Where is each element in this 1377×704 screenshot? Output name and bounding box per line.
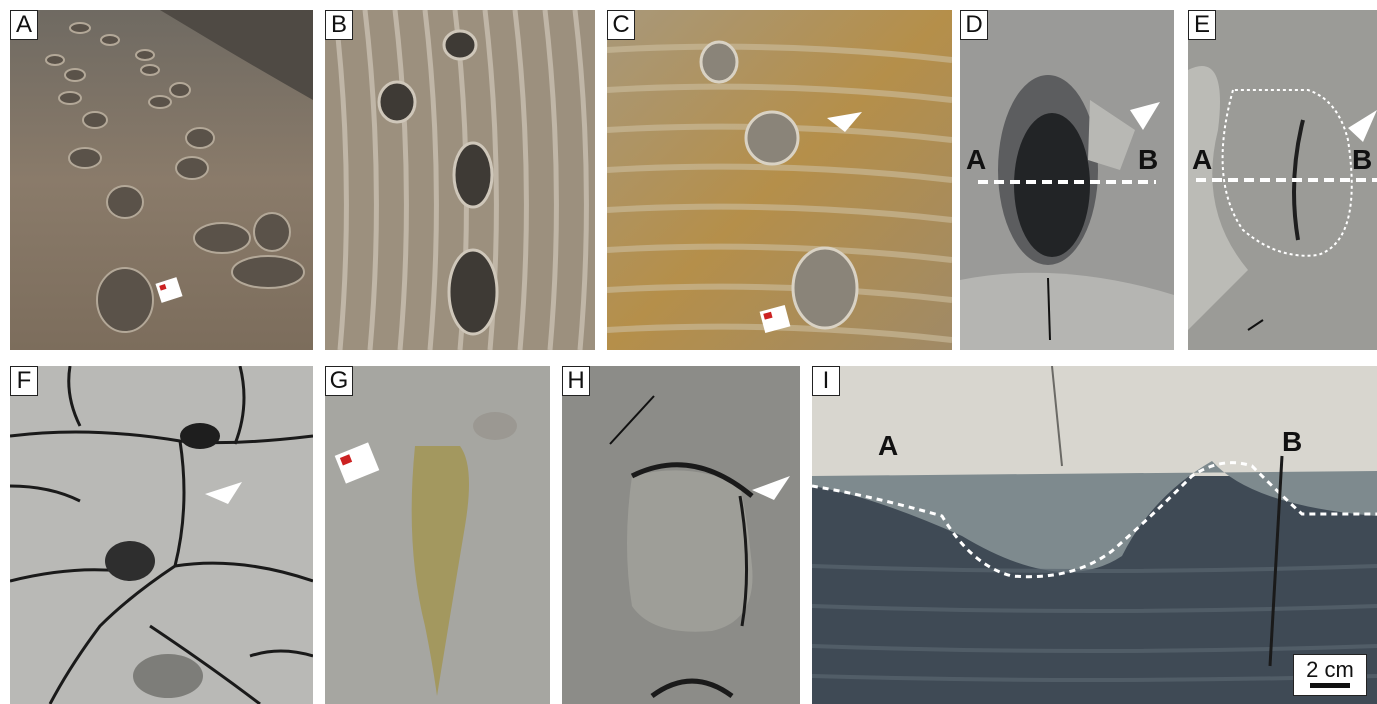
panel-letter: B [325,10,353,40]
infilled-footprint-photo-g [325,366,550,704]
rimmed-footprint-photo-h [562,366,800,704]
panel-a: A [10,10,313,350]
panel-f: F [10,366,313,704]
cracked-mud-photo-f [10,366,313,704]
scale-bar-line [1310,683,1350,688]
footprint-trail-photo-a [10,10,313,350]
panel-letter: C [607,10,635,40]
rippled-footprints-photo-b [325,10,595,350]
section-end-label: B [1352,144,1373,175]
panel-b: B [325,10,595,350]
panel-letter: G [325,366,353,396]
scale-bar: 2 cm [1293,654,1367,696]
sandy-footprints-photo-c [607,10,952,350]
panel-d: A B D [960,10,1174,350]
section-start-label: A [1192,144,1213,175]
panel-g: G [325,366,550,704]
section-start-label: A [966,144,987,175]
section-end-label: B [1282,426,1303,457]
scale-bar-label: 2 cm [1306,657,1354,682]
panel-letter: A [10,10,38,40]
panel-h: H [562,366,800,704]
sediment-section-photo-i [812,366,1377,704]
section-end-label: B [1138,144,1159,175]
panel-letter: E [1188,10,1216,40]
footprint-cross-section-photo-d [960,10,1174,350]
panel-letter: F [10,366,38,396]
panel-letter: H [562,366,590,396]
panel-c: C [607,10,952,350]
panel-letter: I [812,366,840,396]
panel-e: A B E [1188,10,1377,350]
section-start-label: A [878,430,899,461]
panel-letter: D [960,10,988,40]
outlined-footprint-photo-e [1188,10,1377,350]
panel-i: A B 2 cm I [812,366,1377,704]
